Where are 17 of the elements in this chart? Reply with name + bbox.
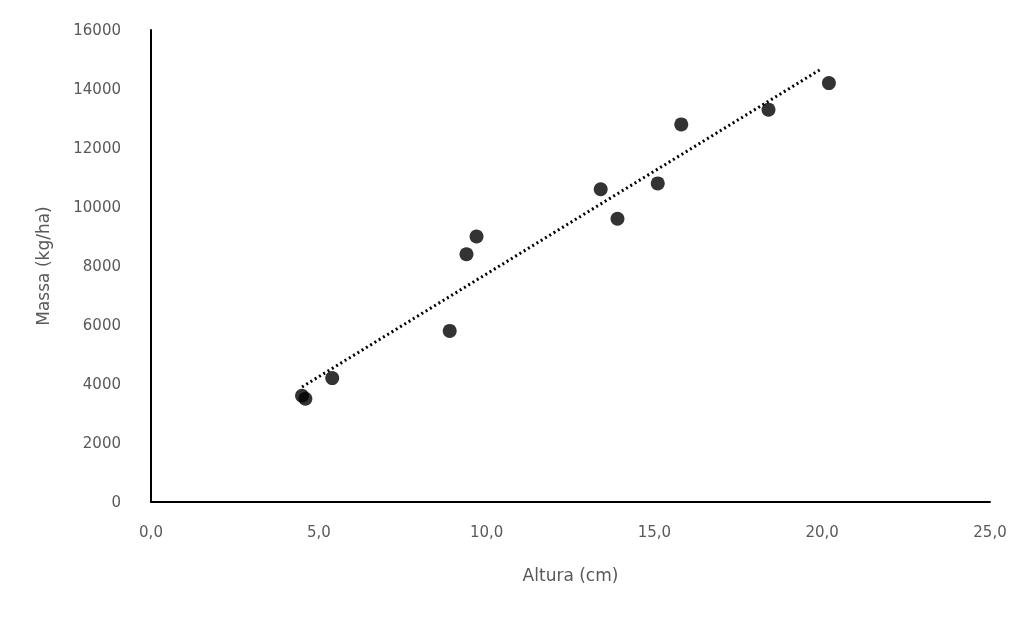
x-tick-label: 25,0 (973, 522, 1007, 541)
y-tick-label: 8000 (82, 257, 121, 275)
y-axis-title: Massa (kg/ha) (32, 206, 53, 326)
y-tick-label: 6000 (82, 316, 121, 334)
x-tick-label: 20,0 (805, 522, 839, 541)
x-tick-label: 10,0 (469, 522, 504, 541)
y-tick-label: 16000 (73, 21, 121, 39)
x-tick-label: 5,0 (306, 522, 331, 541)
y-tick-label: 4000 (82, 375, 121, 393)
y-tick-label: 12000 (73, 139, 121, 157)
x-tick-label: 0,0 (139, 522, 163, 541)
y-tick-label: 10000 (73, 198, 121, 216)
y-tick-label: 14000 (73, 80, 121, 98)
y-tick-label: 2000 (82, 434, 121, 452)
y-tick-label: 0 (111, 493, 121, 511)
x-tick-label: 15,0 (637, 522, 672, 541)
x-axis-title: Altura (cm) (522, 564, 619, 585)
